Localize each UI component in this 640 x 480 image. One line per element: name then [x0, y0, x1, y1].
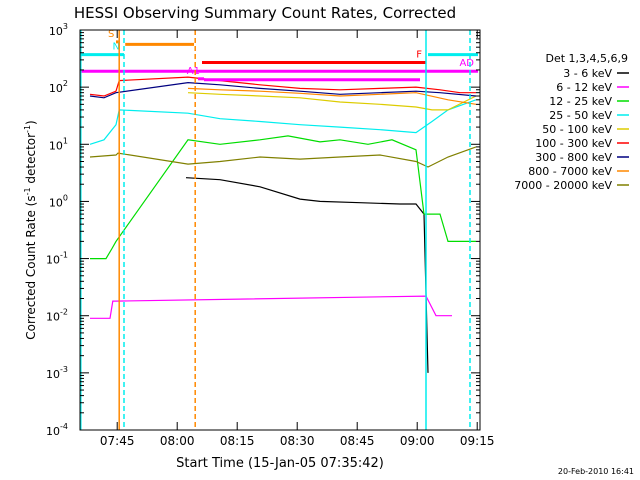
chart-title: HESSI Observing Summary Count Rates, Cor…: [74, 4, 456, 22]
y-tick-base-1: 10: [49, 82, 63, 95]
x-tick-label-5: 09:00: [400, 434, 435, 448]
y-tick-exp-7: -4: [60, 422, 68, 431]
y-tick-base-6: 10: [46, 368, 60, 381]
series-layer: [89, 76, 477, 373]
legend-label-3: 25 - 50 keV: [549, 109, 612, 122]
plot-frame: [79, 29, 481, 431]
y-tick-base-2: 10: [49, 139, 63, 152]
y-axis-label-mid: detector: [24, 133, 38, 188]
series-line-0: [185, 177, 429, 373]
y-tick-exp-1: 2: [63, 79, 68, 88]
y-tick-label-2: 101: [49, 136, 68, 152]
series-line-2: [90, 135, 476, 260]
legend-label-1: 6 - 12 keV: [556, 81, 612, 94]
series-line-4: [187, 92, 477, 111]
y-tick-label-0: 103: [49, 22, 68, 38]
y-tick-exp-6: -3: [60, 365, 68, 374]
y-tick-label-3: 100: [49, 193, 68, 209]
series-line-1: [90, 295, 452, 319]
flags-layer: SN F AD A1: [80, 29, 478, 82]
flag-label-3: F: [416, 49, 422, 60]
legend-label-4: 50 - 100 keV: [542, 123, 612, 136]
legend-label-7: 800 - 7000 keV: [528, 165, 612, 178]
legend-label-5: 100 - 300 keV: [535, 137, 612, 150]
y-tick-base-0: 10: [49, 25, 63, 38]
legend-label-0: 3 - 6 keV: [563, 67, 612, 80]
y-tick-base-4: 10: [46, 254, 60, 267]
y-tick-label-6: 10-3: [46, 365, 68, 381]
y-axis-label-sup2: -1: [23, 125, 32, 133]
y-axis-label-sup1: -1: [23, 187, 32, 195]
x-tick-label-2: 08:15: [220, 434, 255, 448]
y-tick-label-4: 10-1: [46, 251, 68, 267]
x-tick-label-0: 07:45: [100, 434, 135, 448]
y-tick-exp-2: 1: [63, 136, 68, 145]
y-axis-label: Corrected Count Rate (s-1 detector-1): [23, 120, 38, 339]
y-tick-label-5: 10-2: [46, 308, 68, 324]
x-tick-label-4: 08:45: [340, 434, 375, 448]
x-tick-label-6: 09:15: [460, 434, 495, 448]
legend-label-8: 7000 - 20000 keV: [514, 179, 612, 192]
series-line-3: [89, 99, 477, 145]
legend-label-2: 12 - 25 keV: [549, 95, 612, 108]
y-tick-exp-5: -2: [60, 308, 68, 317]
series-line-8: [89, 146, 477, 168]
y-tick-base-3: 10: [49, 196, 63, 209]
y-tick-label-1: 102: [49, 79, 68, 95]
flag-label-5: A1: [187, 66, 200, 77]
y-axis-label-main: Corrected Count Rate (s: [24, 195, 38, 339]
series-line-7: [187, 87, 477, 105]
flag-label-0: S: [108, 29, 114, 40]
vlines-layer: [80, 30, 471, 430]
legend-label-6: 300 - 800 keV: [535, 151, 612, 164]
y-tick-exp-4: -1: [60, 251, 68, 260]
y-axis-label-end: ): [24, 120, 38, 125]
y-tick-exp-3: 0: [63, 193, 68, 202]
y-tick-exp-0: 3: [63, 22, 68, 31]
series-line-6: [89, 81, 477, 99]
footer-timestamp: 20-Feb-2010 16:41: [558, 467, 634, 476]
legend-title: Det 1,3,4,5,6,9: [545, 52, 628, 65]
x-tick-label-1: 08:00: [160, 434, 195, 448]
series-line-5: [89, 76, 476, 97]
flag-label-4: AD: [459, 58, 474, 69]
y-tick-base-5: 10: [46, 311, 60, 324]
y-tick-base-7: 10: [46, 425, 60, 438]
x-tick-label-3: 08:30: [280, 434, 315, 448]
x-axis: 07:45 08:00 08:15 08:30 08:45 09:00 09:15: [100, 30, 495, 448]
y-tick-label-7: 10-4: [46, 422, 68, 438]
x-axis-label: Start Time (15-Jan-05 07:35:42): [176, 456, 384, 471]
flag-label-1: N: [113, 42, 120, 53]
